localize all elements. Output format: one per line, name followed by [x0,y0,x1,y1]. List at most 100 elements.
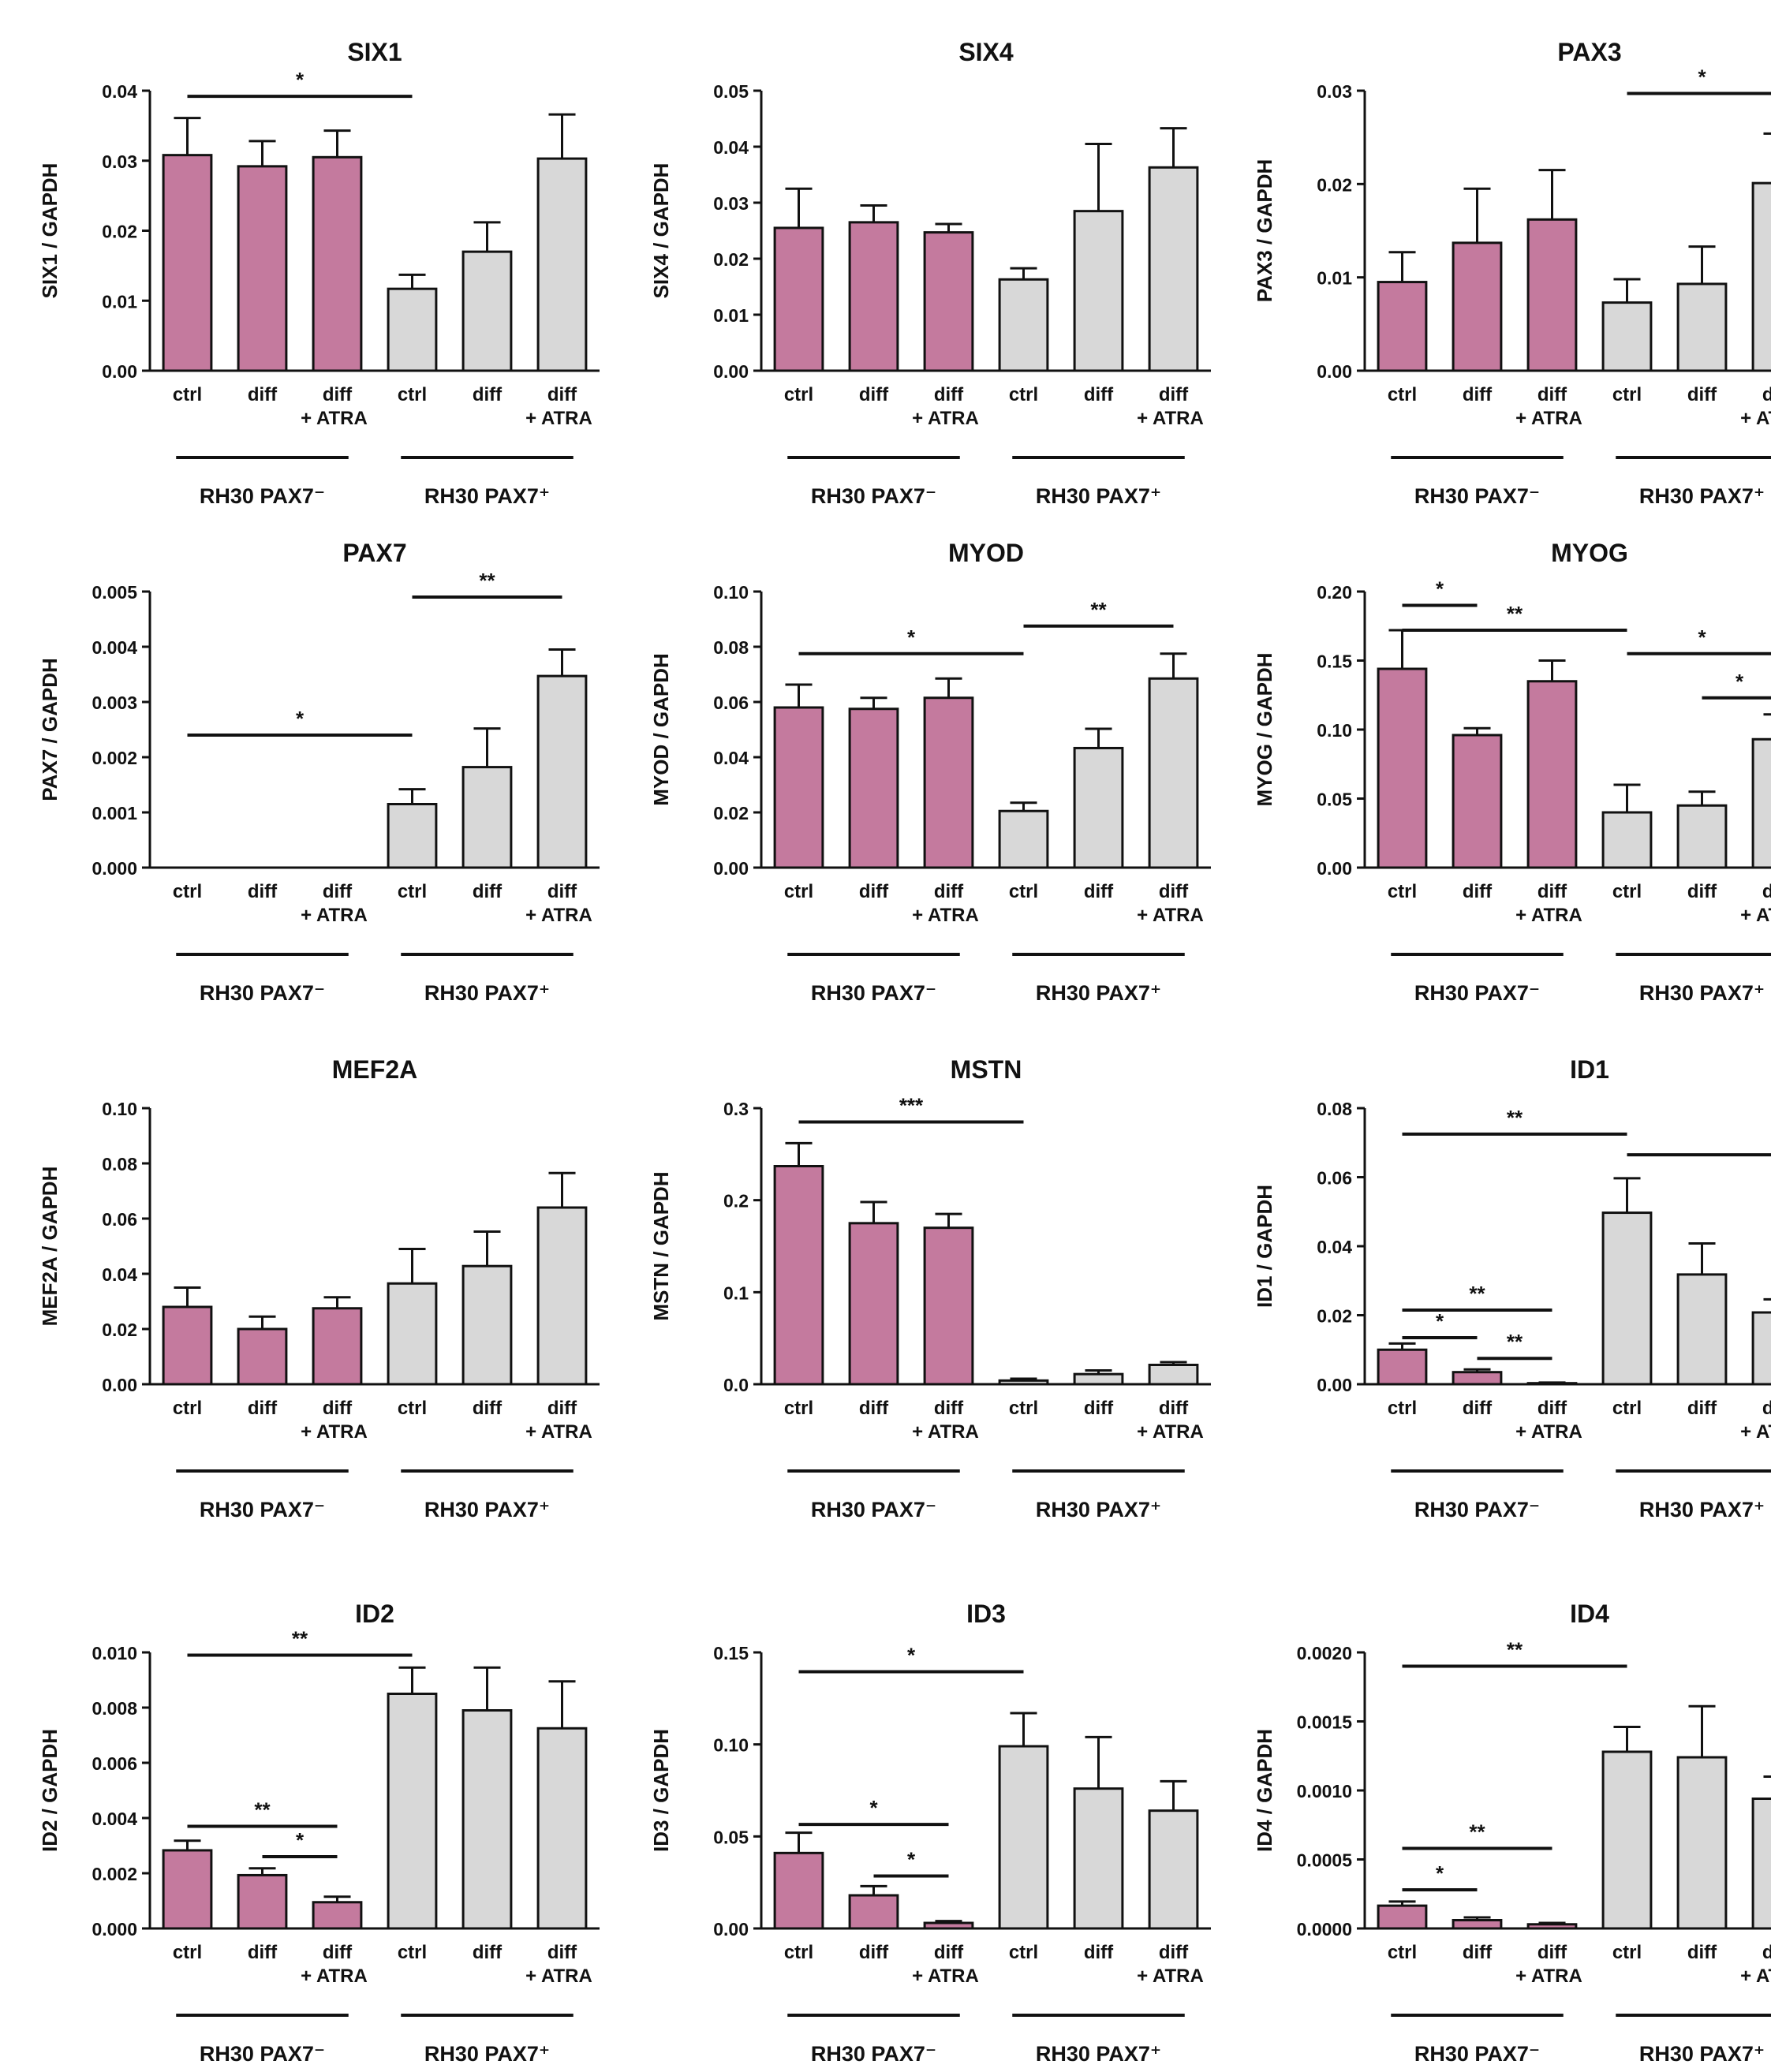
bar [237,1327,288,1386]
x-tick-label: diff [1159,881,1189,902]
y-tick-label: 0.005 [92,582,137,603]
x-tick-label: diff [1537,384,1567,405]
bar [1601,301,1653,372]
significance-label: * [1436,1861,1444,1885]
bar [1377,1348,1428,1386]
x-tick-label: ctrl [1009,881,1038,902]
bar [1148,1364,1199,1386]
bar [1676,804,1728,869]
y-tick-label: 0.05 [713,1827,749,1847]
x-tick-label: ctrl [784,1398,813,1419]
y-tick-label: 0.1 [723,1282,749,1303]
bar [162,1849,213,1930]
y-tick-label: 0.08 [713,637,749,658]
x-tick-label: ctrl [1009,1398,1038,1419]
y-tick-label: 0.02 [713,803,749,823]
significance-label: * [1436,1309,1444,1333]
x-tick-label: ctrl [173,1942,202,1963]
group-label: RH30 PAX7⁺ [424,2042,550,2066]
bar [848,221,899,372]
y-tick-label: 0.003 [92,693,137,713]
bar [1601,1211,1653,1386]
x-tick-label: + ATRA [525,1421,592,1443]
x-tick-label: ctrl [1612,1942,1642,1963]
x-tick-label: diff [473,1398,503,1419]
bar [1526,1923,1578,1930]
group-label: RH30 PAX7⁺ [1036,981,1161,1005]
x-tick-label: + ATRA [525,408,592,429]
y-tick-label: 0.0 [723,1375,749,1395]
group-label: RH30 PAX7⁻ [811,1498,936,1521]
y-tick-label: 0.0020 [1297,1643,1352,1663]
y-tick-label: 0.006 [92,1753,137,1774]
x-tick-label: + ATRA [912,1966,979,1987]
y-tick-label: 0.00 [102,361,137,382]
y-tick-label: 0.20 [1317,582,1352,603]
bar [1676,1273,1728,1386]
significance-label: ** [1507,1330,1523,1353]
y-tick-label: 0.00 [1317,858,1352,879]
significance-label: * [1698,625,1706,649]
x-tick-label: ctrl [1388,384,1417,405]
x-tick-label: + ATRA [1740,408,1771,429]
bar [1073,746,1124,869]
significance-label: * [1736,670,1744,693]
panel-title: MSTN [951,1055,1022,1084]
panel-title: ID4 [1570,1600,1609,1628]
significance-label: ** [1507,1638,1523,1662]
y-tick-label: 0.010 [92,1643,137,1663]
x-tick-label: diff [859,1942,889,1963]
y-tick-label: 0.00 [1317,1375,1352,1395]
significance-label: ** [1469,1282,1485,1305]
bar [1073,210,1124,372]
x-tick-label: + ATRA [1137,1421,1204,1443]
x-tick-label: diff [323,384,353,405]
y-tick-label: 0.004 [92,1809,137,1829]
y-tick-label: 0.01 [1317,268,1352,289]
x-tick-label: diff [1762,384,1771,405]
x-tick-label: diff [547,881,577,902]
x-tick-label: diff [1463,1942,1493,1963]
panel-id2: ID2 ID2 / GAPDH 0.000 0.002 0.004 0.006 0.008 0… [38,1600,600,2066]
y-axis-label: ID1 / GAPDH [1253,1185,1276,1308]
x-tick-label: diff [473,384,503,405]
x-tick-label: + ATRA [1137,905,1204,926]
y-axis-label: ID2 / GAPDH [38,1729,62,1852]
bar [773,1851,824,1930]
significance-label: * [907,625,916,649]
significance-label: * [296,68,305,91]
x-tick-label: diff [934,881,964,902]
bar [1452,241,1503,372]
y-axis-label: MYOG / GAPDH [1253,652,1276,806]
y-tick-label: 0.02 [102,1320,137,1340]
x-tick-label: diff [1159,1398,1189,1419]
y-axis-label: ID4 / GAPDH [1253,1729,1276,1852]
y-tick-label: 0.0005 [1297,1850,1353,1871]
x-tick-label: diff [323,1942,353,1963]
x-tick-label: diff [323,1398,353,1419]
bar [312,1901,363,1930]
y-tick-label: 0.03 [102,151,137,172]
bar [1526,680,1578,869]
group-label: RH30 PAX7⁻ [200,1498,325,1521]
bar [461,1264,513,1386]
x-tick-label: ctrl [1612,384,1642,405]
panel-pax7: PAX7 PAX7 / GAPDH 0.000 0.001 0.002 0.003 0.00… [38,539,600,1005]
significance-label: ** [1469,1820,1485,1844]
y-axis-label: MYOD / GAPDH [649,653,673,806]
bar [312,1307,363,1386]
group-label: RH30 PAX7⁺ [1036,2042,1161,2066]
bar [998,809,1049,869]
x-tick-label: diff [1687,881,1717,902]
y-tick-label: 0.00 [713,361,749,382]
significance-label: ** [479,569,495,592]
y-tick-label: 0.01 [713,305,749,326]
significance-label: * [869,1796,878,1820]
x-tick-label: ctrl [1009,384,1038,405]
y-tick-label: 0.08 [102,1154,137,1174]
x-tick-label: diff [547,1942,577,1963]
bar [848,707,899,869]
x-tick-label: diff [248,1398,278,1419]
bar [1452,734,1503,869]
x-tick-label: ctrl [1388,881,1417,902]
